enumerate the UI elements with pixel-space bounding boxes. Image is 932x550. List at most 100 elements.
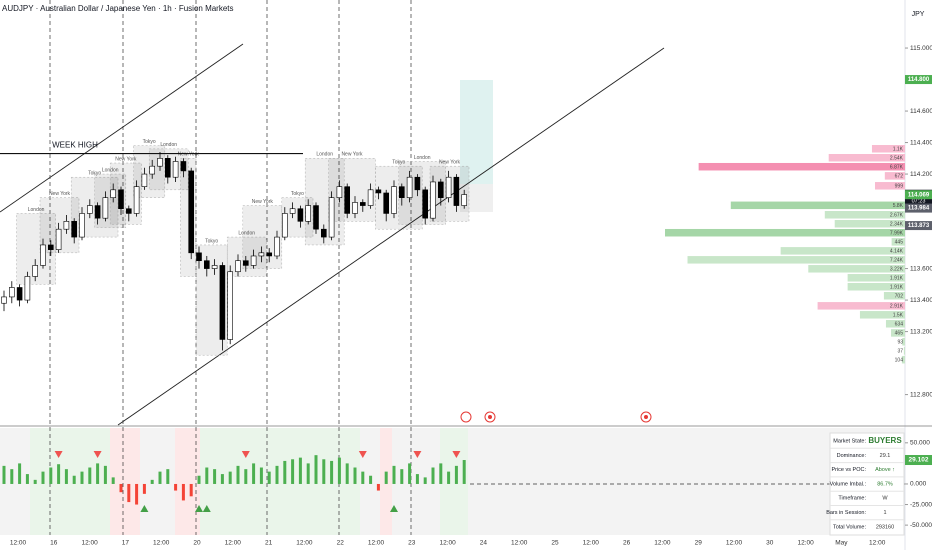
- volume-profile-label: 2.67K: [890, 212, 904, 218]
- session-box: [398, 161, 446, 225]
- volume-profile-label: 4.14K: [890, 248, 904, 254]
- candle-body: [250, 255, 257, 266]
- osc-bar: [189, 483, 193, 497]
- osc-bar: [220, 474, 224, 484]
- event-icons[interactable]: [460, 411, 652, 423]
- session-label: London: [238, 230, 255, 236]
- volume-profile-label: 2.91K: [890, 303, 904, 309]
- stats-table: [829, 432, 905, 536]
- session-label: New York: [49, 191, 71, 197]
- osc-bar: [72, 475, 76, 484]
- osc-zone: [175, 428, 200, 535]
- volume-profile-label: 672: [895, 173, 904, 179]
- volume-profile-label: 1.5K: [893, 312, 904, 318]
- candle-body: [157, 158, 163, 167]
- volume-profile-bar: [780, 247, 905, 255]
- volume-profile-label: 2.54K: [890, 155, 904, 161]
- osc-bar: [127, 483, 131, 503]
- volume-profile-label: 1.91K: [890, 275, 904, 281]
- candle-body: [55, 228, 62, 250]
- x-tick-label: 12:00: [81, 540, 98, 547]
- candle-body: [110, 189, 116, 198]
- target-zone: [460, 80, 493, 184]
- volume-profile-bar: [901, 355, 905, 364]
- sell-signal: [452, 451, 461, 458]
- y-tick-label: 114.200: [910, 171, 932, 178]
- x-tick-label: May: [835, 540, 848, 547]
- price-tag: [905, 221, 932, 231]
- volume-profile-label: 7.24K: [890, 257, 904, 263]
- x-tick-label: 24: [480, 540, 488, 547]
- volume-profile-bar: [834, 219, 905, 228]
- table-value: BUYERS: [868, 436, 902, 445]
- table-value: W: [882, 496, 888, 502]
- table-key: Bars in Session:: [826, 510, 866, 516]
- y-tick-label: 113.600: [910, 265, 932, 272]
- volume-profile-bar: [847, 283, 905, 291]
- buy-signal: [195, 505, 203, 512]
- osc-value-label: 29.102: [909, 457, 929, 464]
- osc-bar: [306, 463, 310, 484]
- candle-body: [180, 161, 187, 172]
- x-tick-label: 17: [122, 540, 130, 547]
- candle-body: [414, 176, 421, 191]
- volume-profile-label: 37: [897, 348, 903, 354]
- osc-bar: [111, 477, 115, 484]
- session-label: New York: [178, 152, 200, 158]
- x-tick-label: 26: [623, 540, 631, 547]
- volume-profile-bar: [874, 182, 905, 190]
- session-label: New York: [439, 160, 461, 166]
- candle-body: [87, 205, 93, 214]
- volume-profile-bar: [730, 201, 905, 210]
- candle-body: [40, 244, 46, 266]
- osc-bar: [259, 467, 263, 484]
- osc-bar: [135, 483, 139, 505]
- volume-profile-bar: [902, 337, 905, 346]
- candle-body: [422, 189, 429, 219]
- y-tick-label: 114.400: [910, 139, 932, 146]
- osc-bar: [291, 459, 295, 484]
- osc-bar: [423, 477, 427, 484]
- osc-bar: [431, 467, 435, 484]
- candle-body: [398, 186, 405, 198]
- y-tick-label: 113.400: [910, 297, 932, 304]
- osc-bar: [64, 469, 68, 484]
- candle-body: [219, 265, 226, 340]
- candle-body: [94, 205, 101, 219]
- x-tick-label: 12:00: [583, 540, 600, 547]
- volume-profile-bar: [817, 302, 905, 310]
- sell-signal: [93, 451, 102, 458]
- candle-body: [188, 170, 194, 254]
- session-label: Tokyo: [205, 238, 218, 244]
- candle-body: [16, 287, 23, 301]
- osc-bar: [142, 483, 146, 494]
- table-key: Dominance:: [837, 453, 867, 459]
- osc-bar: [88, 467, 92, 484]
- osc-bar: [41, 471, 45, 484]
- volume-profile-label: 1.1K: [893, 146, 904, 152]
- x-tick-label: 12:00: [869, 540, 886, 547]
- volume-profile-label: 999: [895, 183, 904, 189]
- candle-body: [1, 296, 7, 304]
- currency[interactable]: JPY: [912, 11, 925, 18]
- price-tag: [905, 203, 932, 213]
- osc-bar: [462, 460, 466, 484]
- volume-profile-label: 702: [895, 293, 904, 299]
- candle-body: [47, 244, 54, 250]
- osc-bar: [150, 479, 154, 484]
- candle-body: [227, 271, 233, 340]
- x-tick-label: 21: [265, 540, 273, 547]
- candle-body: [297, 208, 304, 222]
- candle-body: [274, 236, 280, 257]
- candle-body: [118, 189, 124, 210]
- table-value: 86.7%: [877, 481, 893, 487]
- candle-body: [305, 205, 312, 222]
- volume-profile-bar: [808, 265, 905, 273]
- osc-bar: [322, 459, 326, 484]
- candle-body: [328, 197, 335, 238]
- osc-zone: [110, 428, 140, 535]
- session-label: Tokyo: [392, 160, 405, 166]
- volume-profile-bar: [884, 172, 905, 180]
- table-key: Volume Imbal.:: [830, 481, 867, 487]
